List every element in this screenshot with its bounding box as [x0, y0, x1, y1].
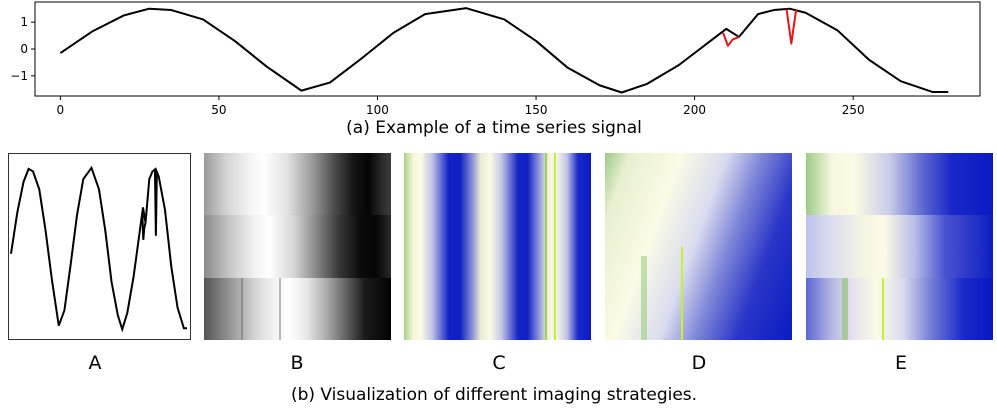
- panel-d-stripe: [641, 255, 647, 340]
- panel-b-stripe: [279, 277, 281, 340]
- x-tick-label: 250: [842, 103, 865, 117]
- panel-e-band-1: [806, 153, 993, 216]
- caption-a: (a) Example of a time series signal: [346, 118, 642, 138]
- panel-b-band-3: [204, 277, 391, 340]
- panel-d-stripe: [681, 246, 683, 340]
- x-tick-label: 200: [683, 103, 706, 117]
- panel-b-band-1: [204, 153, 391, 216]
- panel-b: [204, 153, 391, 340]
- time-series-chart: 0 50 100 150 200 250 1 0 −1: [10, 1, 981, 117]
- panel-e-stripe: [882, 277, 884, 340]
- panel-label-c: C: [492, 352, 506, 374]
- caption-b: (b) Visualization of different imaging s…: [290, 385, 698, 405]
- signal-line: [59, 7, 949, 94]
- panel-label-e: E: [894, 352, 908, 374]
- panel-b-band-2: [204, 215, 391, 278]
- x-tick-label: 0: [57, 103, 65, 117]
- anomaly-segment: [785, 9, 798, 45]
- panel-b-stripe: [241, 277, 243, 340]
- y-tick-label: 1: [20, 15, 28, 29]
- panel-label-a: A: [88, 352, 102, 374]
- panel-label-b: B: [290, 352, 304, 374]
- x-tick-label: 100: [366, 103, 389, 117]
- panel-d: [605, 153, 792, 340]
- panel-e-band-2: [806, 215, 993, 278]
- panel-c-stripe: [545, 153, 547, 340]
- series-layer: [59, 7, 949, 94]
- panel-a-line-plot: [10, 165, 187, 333]
- panel-label-d: D: [691, 352, 707, 374]
- x-tick-label: 50: [211, 103, 226, 117]
- panel-a-anomaly-spike: [153, 169, 158, 236]
- panel-a-anomaly-spike: [141, 215, 147, 240]
- panel-c-stripe: [554, 153, 556, 340]
- panel-e-stripe: [842, 277, 848, 340]
- y-tick-label: −1: [10, 69, 28, 83]
- panel-e: [806, 153, 993, 340]
- panel-a: [8, 153, 191, 340]
- panel-c: [404, 153, 591, 340]
- y-tick-label: 0: [20, 42, 28, 56]
- panel-e-band-3: [806, 277, 993, 340]
- panel-a-signal-line: [10, 165, 187, 333]
- x-tick-label: 150: [525, 103, 548, 117]
- axis-ticks: 0 50 100 150 200 250 1 0 −1: [10, 15, 864, 117]
- plot-frame: [34, 1, 981, 97]
- anomaly-segment: [722, 32, 740, 47]
